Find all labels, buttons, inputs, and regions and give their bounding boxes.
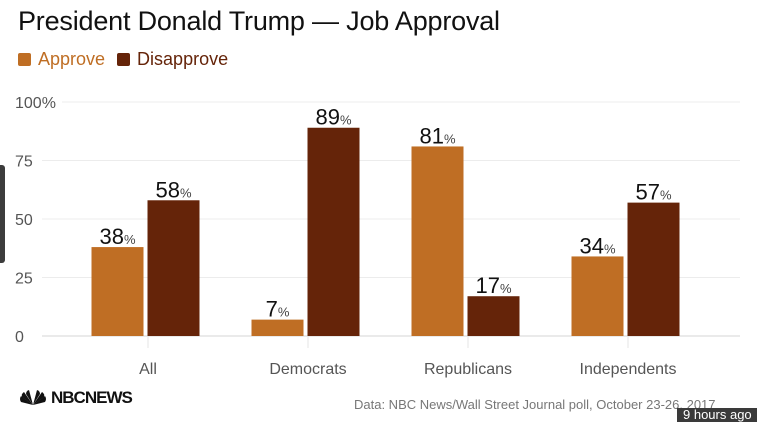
bar-approve <box>411 146 464 336</box>
x-tick-label: Republicans <box>424 361 512 378</box>
data-label: 17% <box>475 273 511 298</box>
legend-label-disapprove: Disapprove <box>137 49 229 69</box>
side-scroll-handle[interactable] <box>0 165 5 263</box>
logo-text: NBCNEWS <box>51 388 133 407</box>
data-label-value: 89 <box>315 105 339 130</box>
bar-approve <box>571 256 624 336</box>
y-tick-label: 75 <box>15 154 33 171</box>
legend-label-approve: Approve <box>38 49 106 69</box>
bar-disapprove <box>307 127 360 337</box>
y-tick-label: 100% <box>15 95 56 112</box>
data-label: 7% <box>266 297 290 322</box>
data-label-value: 58 <box>155 177 179 202</box>
data-label: 89% <box>315 105 351 130</box>
nbc-news-logo: NBCNEWS <box>18 388 133 408</box>
legend-swatch-approve <box>18 53 31 66</box>
legend-swatch-disapprove <box>117 53 131 66</box>
source-note: Data: NBC News/Wall Street Journal poll,… <box>354 397 716 412</box>
chart-title: President Donald Trump — Job Approval <box>18 6 500 36</box>
data-label-value: 38 <box>99 224 123 249</box>
x-tick-label: Democrats <box>269 361 346 378</box>
bar-disapprove <box>147 200 200 336</box>
x-tick-label: Independents <box>580 361 677 378</box>
legend-item-approve: Approve <box>18 49 105 70</box>
data-label-suffix: % <box>124 232 136 247</box>
data-label-suffix: % <box>604 241 616 256</box>
bar-disapprove <box>467 296 520 336</box>
x-tick-label: All <box>139 361 157 378</box>
data-label-suffix: % <box>660 188 672 203</box>
y-tick-label: 50 <box>15 212 33 229</box>
legend: Approve Disapprove <box>18 49 240 70</box>
data-label: 57% <box>635 180 671 205</box>
data-label-value: 34 <box>579 233 603 258</box>
data-label: 38% <box>99 224 135 249</box>
data-label-suffix: % <box>444 131 456 146</box>
data-label-suffix: % <box>500 281 512 296</box>
data-label: 81% <box>419 123 455 148</box>
data-label-value: 7 <box>266 297 278 322</box>
timestamp-badge: 9 hours ago <box>677 408 757 422</box>
y-tick-label: 25 <box>15 271 33 288</box>
data-label-suffix: % <box>340 113 352 128</box>
data-label: 58% <box>155 177 191 202</box>
y-tick-label: 0 <box>15 329 24 346</box>
data-label-value: 57 <box>635 180 659 205</box>
bar-approve <box>251 319 304 336</box>
data-label-suffix: % <box>180 185 192 200</box>
data-label-value: 81 <box>419 123 443 148</box>
bar-disapprove <box>627 202 680 336</box>
legend-item-disapprove: Disapprove <box>117 49 228 70</box>
peacock-icon <box>20 390 46 405</box>
bar-approve <box>91 247 144 336</box>
data-label-suffix: % <box>278 305 290 320</box>
data-label: 34% <box>579 233 615 258</box>
data-label-value: 17 <box>475 273 499 298</box>
